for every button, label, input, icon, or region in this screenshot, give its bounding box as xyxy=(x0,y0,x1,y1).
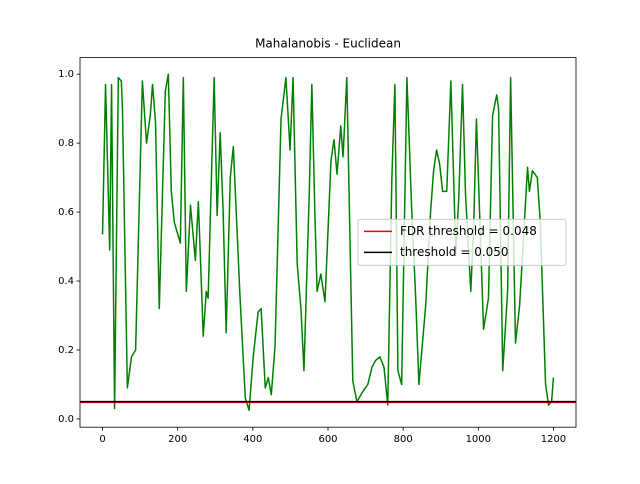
x-tick-label: 600 xyxy=(318,434,337,445)
y-tick-label: 0.4 xyxy=(58,276,74,287)
y-tick-label: 1.0 xyxy=(58,69,74,80)
x-tick-label: 1200 xyxy=(541,434,566,445)
plot-frame xyxy=(79,57,577,428)
y-tick-label: 0.0 xyxy=(58,414,74,425)
x-tick-label: 400 xyxy=(243,434,262,445)
legend-label: threshold = 0.050 xyxy=(400,245,509,259)
x-tick-label: 1000 xyxy=(466,434,491,445)
x-tick-label: 800 xyxy=(394,434,413,445)
x-tick-label: 200 xyxy=(168,434,187,445)
y-tick-label: 0.8 xyxy=(58,138,74,149)
chart-title: Mahalanobis - Euclidean xyxy=(255,37,401,51)
y-tick-label: 0.2 xyxy=(58,345,74,356)
legend-box xyxy=(357,218,567,266)
x-tick-label: 0 xyxy=(99,434,105,445)
data-line xyxy=(101,73,555,412)
legend-label: FDR threshold = 0.048 xyxy=(400,224,537,238)
y-tick-label: 0.6 xyxy=(58,207,74,218)
